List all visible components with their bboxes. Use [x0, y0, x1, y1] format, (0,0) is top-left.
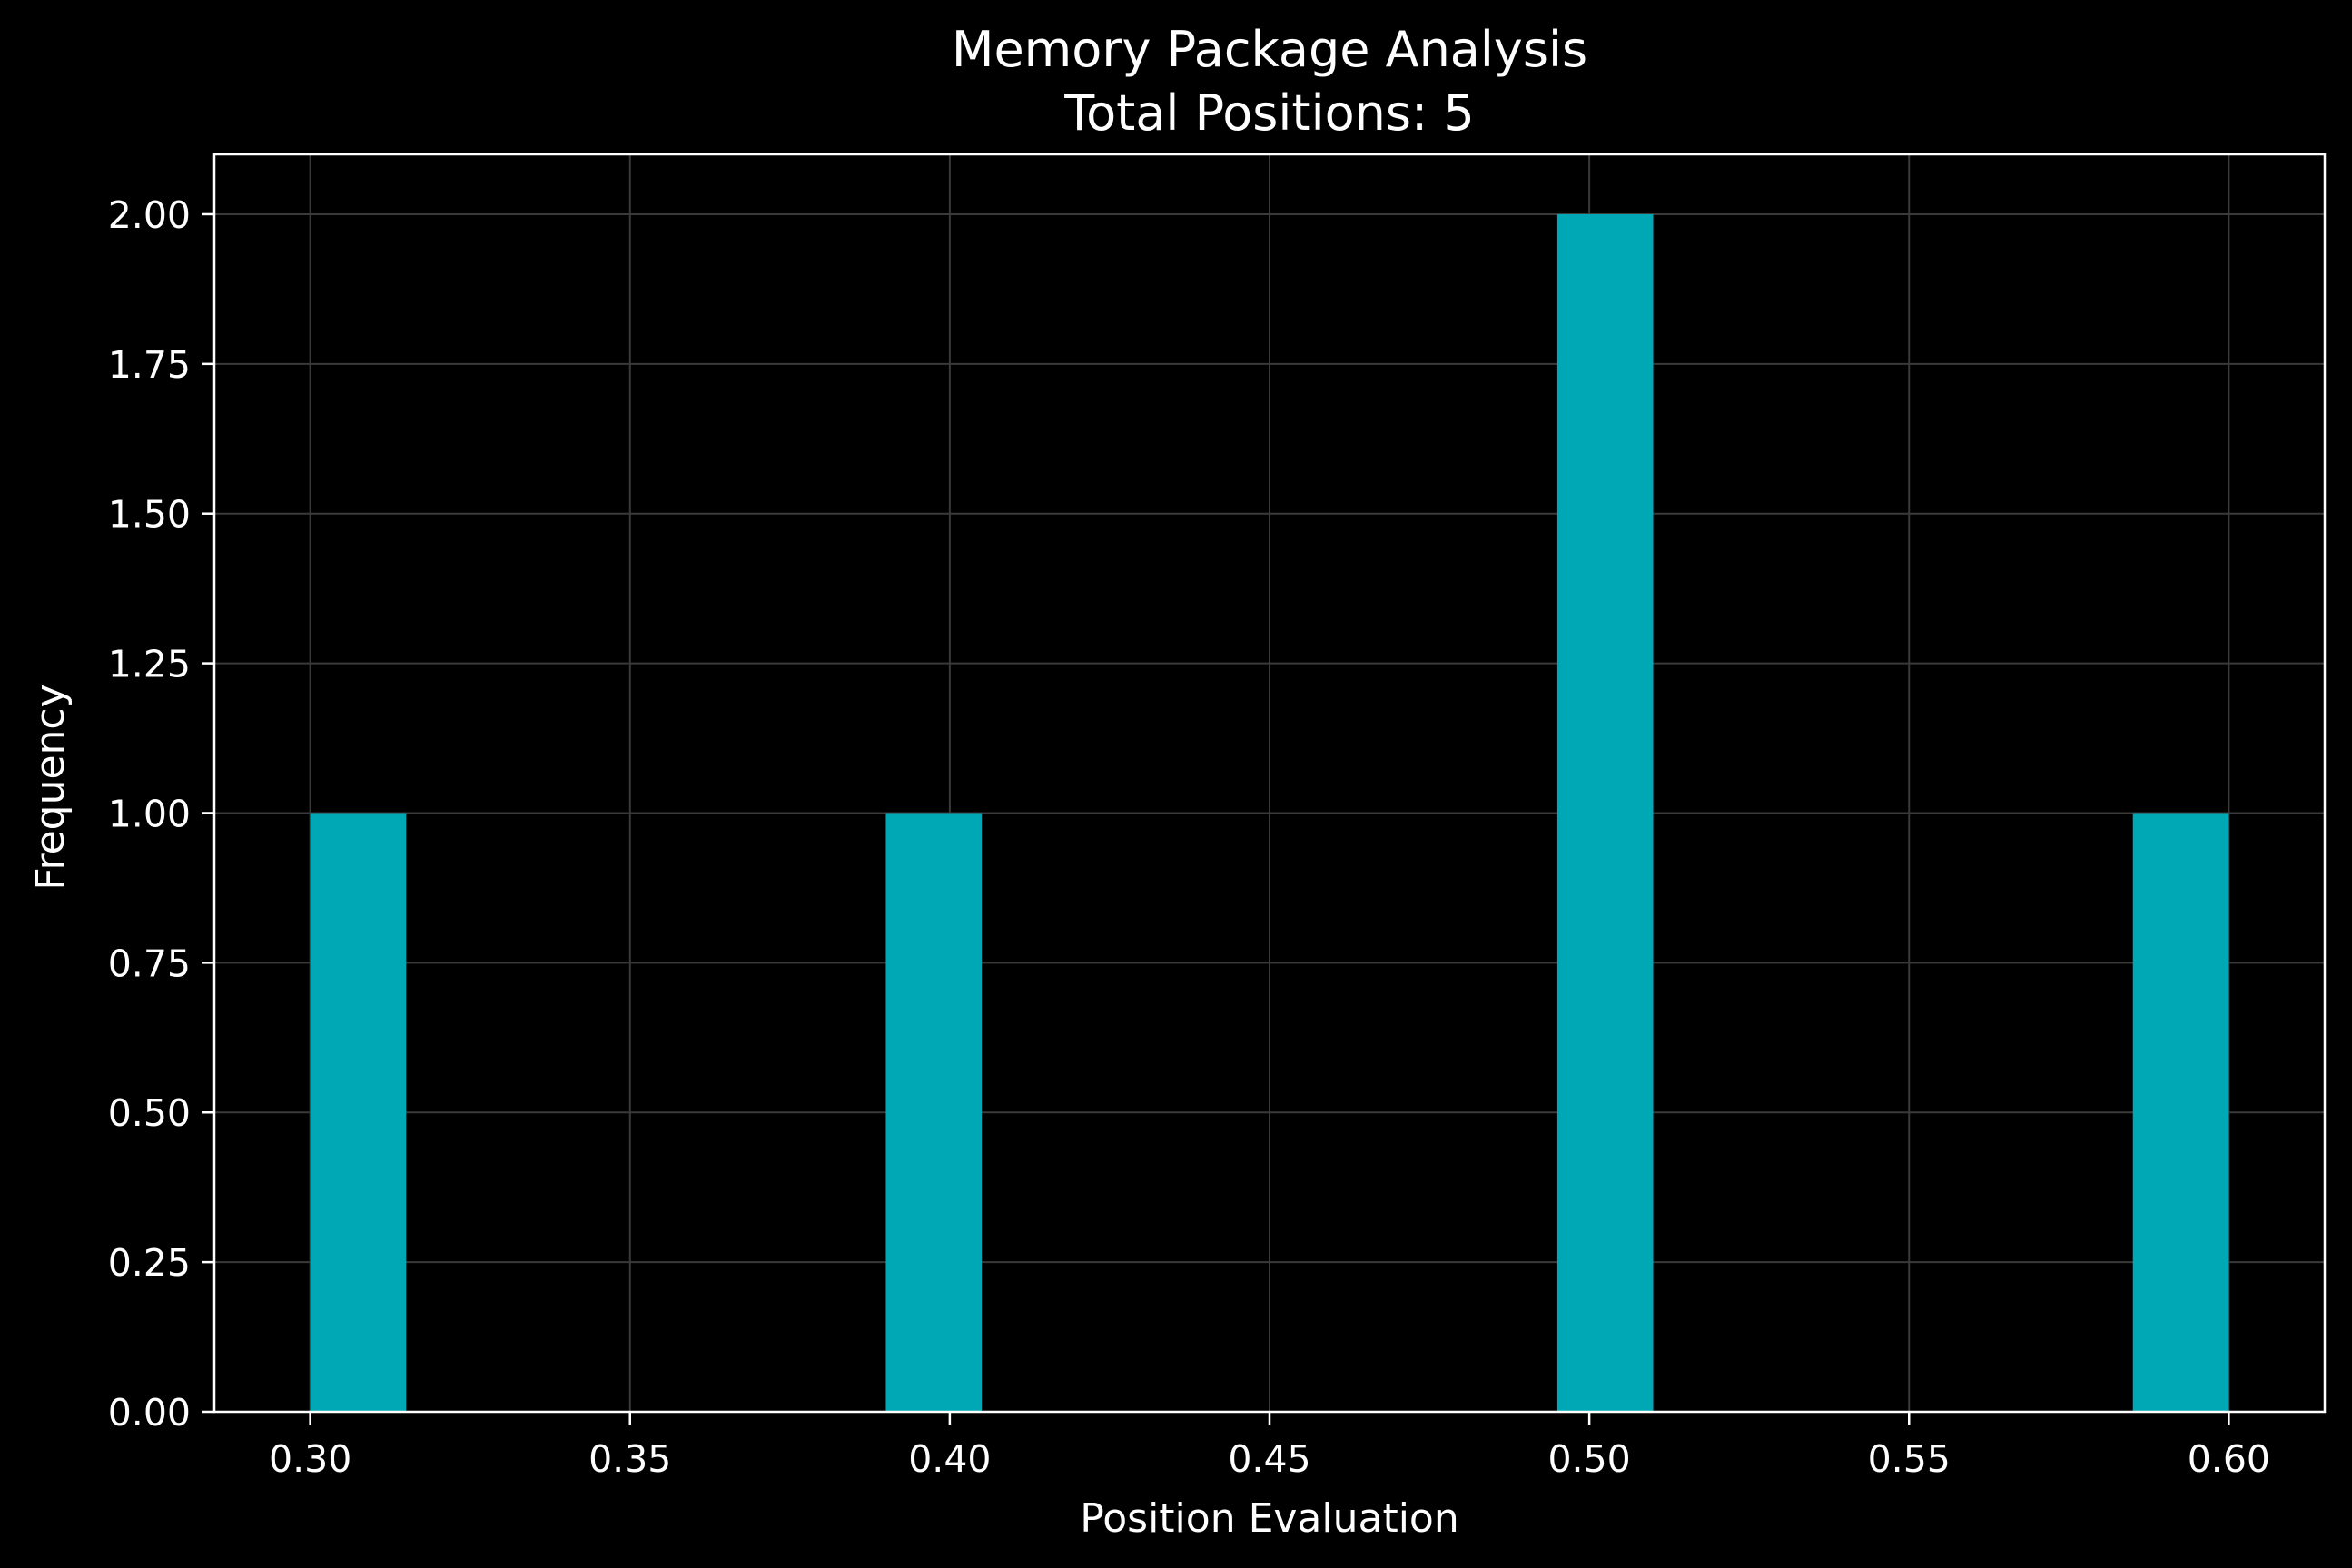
y-tick-label: 0.50	[108, 1091, 191, 1135]
histogram-bar	[885, 813, 983, 1412]
histogram-bars	[310, 213, 2229, 1412]
histogram-bar	[2132, 813, 2229, 1412]
x-tick-label: 0.40	[908, 1437, 991, 1481]
y-tick-label: 1.00	[108, 792, 191, 835]
y-tick-label: 1.50	[108, 493, 191, 537]
x-tick-label: 0.35	[588, 1437, 671, 1481]
x-tick-label: 0.50	[1547, 1437, 1630, 1481]
chart-title: Memory Package Analysis	[952, 21, 1587, 78]
x-axis-label: Position Evaluation	[1080, 1495, 1458, 1542]
histogram-bar	[310, 813, 407, 1412]
y-tick-label: 0.00	[108, 1391, 191, 1435]
chart-subtitle: Total Positions: 5	[1063, 84, 1474, 142]
y-tick-label: 1.75	[108, 343, 191, 387]
y-tick-label: 0.25	[108, 1241, 191, 1285]
y-axis-label: Frequency	[27, 684, 74, 890]
y-tick-label: 2.00	[108, 193, 191, 237]
x-tick-label: 0.55	[1868, 1437, 1951, 1481]
x-tick-label: 0.45	[1228, 1437, 1310, 1481]
x-tick-label: 0.60	[2188, 1437, 2270, 1481]
y-tick-label: 1.25	[108, 643, 191, 686]
histogram-bar	[1556, 213, 1654, 1412]
x-tick-label: 0.30	[269, 1437, 351, 1481]
y-tick-label: 0.75	[108, 942, 191, 985]
axis-ticks: 0.30 0.35 0.40 0.45 0.50 0.55 0.60 0.00 0.25 0.50…	[108, 193, 2270, 1481]
